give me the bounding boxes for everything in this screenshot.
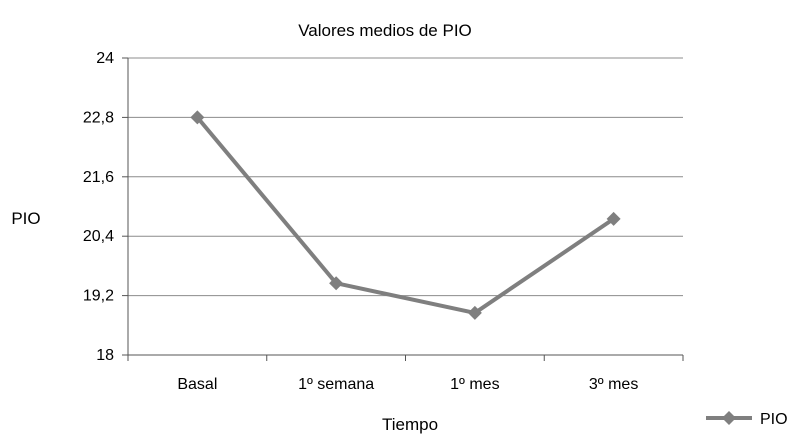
gridlines [128,57,683,297]
axes [122,57,684,361]
data-point-marker [467,305,482,320]
y-tick-label: 21,6 [83,169,114,186]
legend-series-label: PIO [760,411,788,428]
y-axis-title: PIO [11,209,40,228]
chart-title: Valores medios de PIO [298,21,472,40]
y-tick-labels: 18 19,2 20,4 21,6 22,8 24 [83,50,114,364]
y-tick-label: 22,8 [83,109,114,126]
x-tick-label: 1º mes [450,376,499,393]
y-tick-label: 18 [96,347,114,364]
x-tick-label: Basal [177,376,217,393]
data-point-marker [606,211,621,226]
data-point-marker [329,276,344,291]
legend: PIO [706,411,788,428]
y-tick-label: 24 [96,50,114,67]
x-tick-labels: Basal 1º semana 1º mes 3º mes [177,376,638,393]
y-tick-label: 19,2 [83,288,114,305]
x-tick-label: 3º mes [589,376,638,393]
y-tick-label: 20,4 [83,228,114,245]
data-point-marker [190,110,205,125]
x-axis-title: Tiempo [382,415,438,434]
series-line [195,116,615,315]
series-layer [190,110,621,320]
legend-series-marker [722,411,736,425]
x-tick-label: 1º semana [298,376,374,393]
